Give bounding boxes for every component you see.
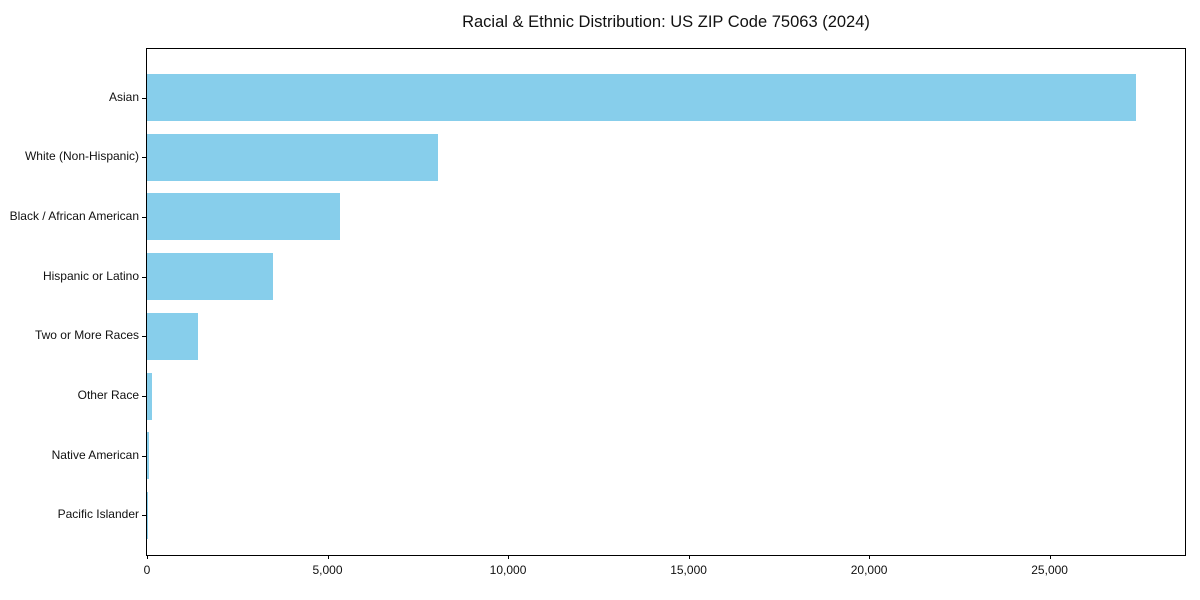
x-label-5000: 5,000	[312, 563, 343, 577]
bar-asian	[147, 74, 1137, 121]
bar-black-african-american	[147, 193, 341, 241]
bar-other-race	[147, 372, 153, 420]
y-label-other-race: Other Race	[77, 388, 139, 402]
chart-title: Racial & Ethnic Distribution: US ZIP Cod…	[462, 13, 870, 31]
x-label-10000: 10,000	[489, 563, 527, 577]
x-label-0: 0	[143, 563, 151, 577]
x-label-15000: 15,000	[670, 563, 707, 577]
y-label-hispanic-or-latino: Hispanic or Latino	[42, 268, 139, 283]
y-tick-white-non-hispanic	[142, 157, 146, 159]
y-label-pacific-islander: Pacific Islander	[57, 507, 139, 522]
bar-native-american	[147, 432, 150, 480]
y-tick-asian	[142, 97, 146, 99]
bar-white-non-hispanic	[147, 133, 438, 181]
y-tick-other-race	[142, 396, 146, 397]
bar-two-or-more-races	[147, 312, 198, 360]
y-label-white-non-hispanic: White (Non-Hispanic)	[24, 149, 139, 164]
x-label-25000: 25,000	[1031, 563, 1068, 577]
x-label-20000: 20,000	[850, 563, 888, 577]
y-label-black-african-american: Black / African American	[9, 208, 139, 223]
bar-hispanic-or-latino	[147, 253, 273, 301]
plot-area	[142, 48, 1186, 559]
y-label-native-american: Native American	[51, 447, 139, 462]
y-axis-labels: Asian White (Non-Hispanic) Black / African…	[0, 48, 139, 556]
x-tick-15000	[688, 555, 690, 559]
x-tick-20000	[869, 555, 871, 559]
y-label-two-or-more-races: Two or More Races	[34, 328, 139, 343]
y-label-asian: Asian	[108, 89, 139, 104]
y-tick-two-or-more-races	[142, 336, 146, 338]
y-tick-native-american	[142, 455, 146, 457]
x-tick-25000	[1049, 555, 1051, 559]
y-tick-hispanic-or-latino	[142, 276, 146, 278]
x-tick-0	[147, 555, 148, 559]
x-tick-10000	[508, 555, 510, 559]
x-tick-5000	[327, 555, 329, 559]
y-tick-black-african-american	[142, 216, 146, 218]
y-tick-pacific-islander	[142, 515, 146, 517]
